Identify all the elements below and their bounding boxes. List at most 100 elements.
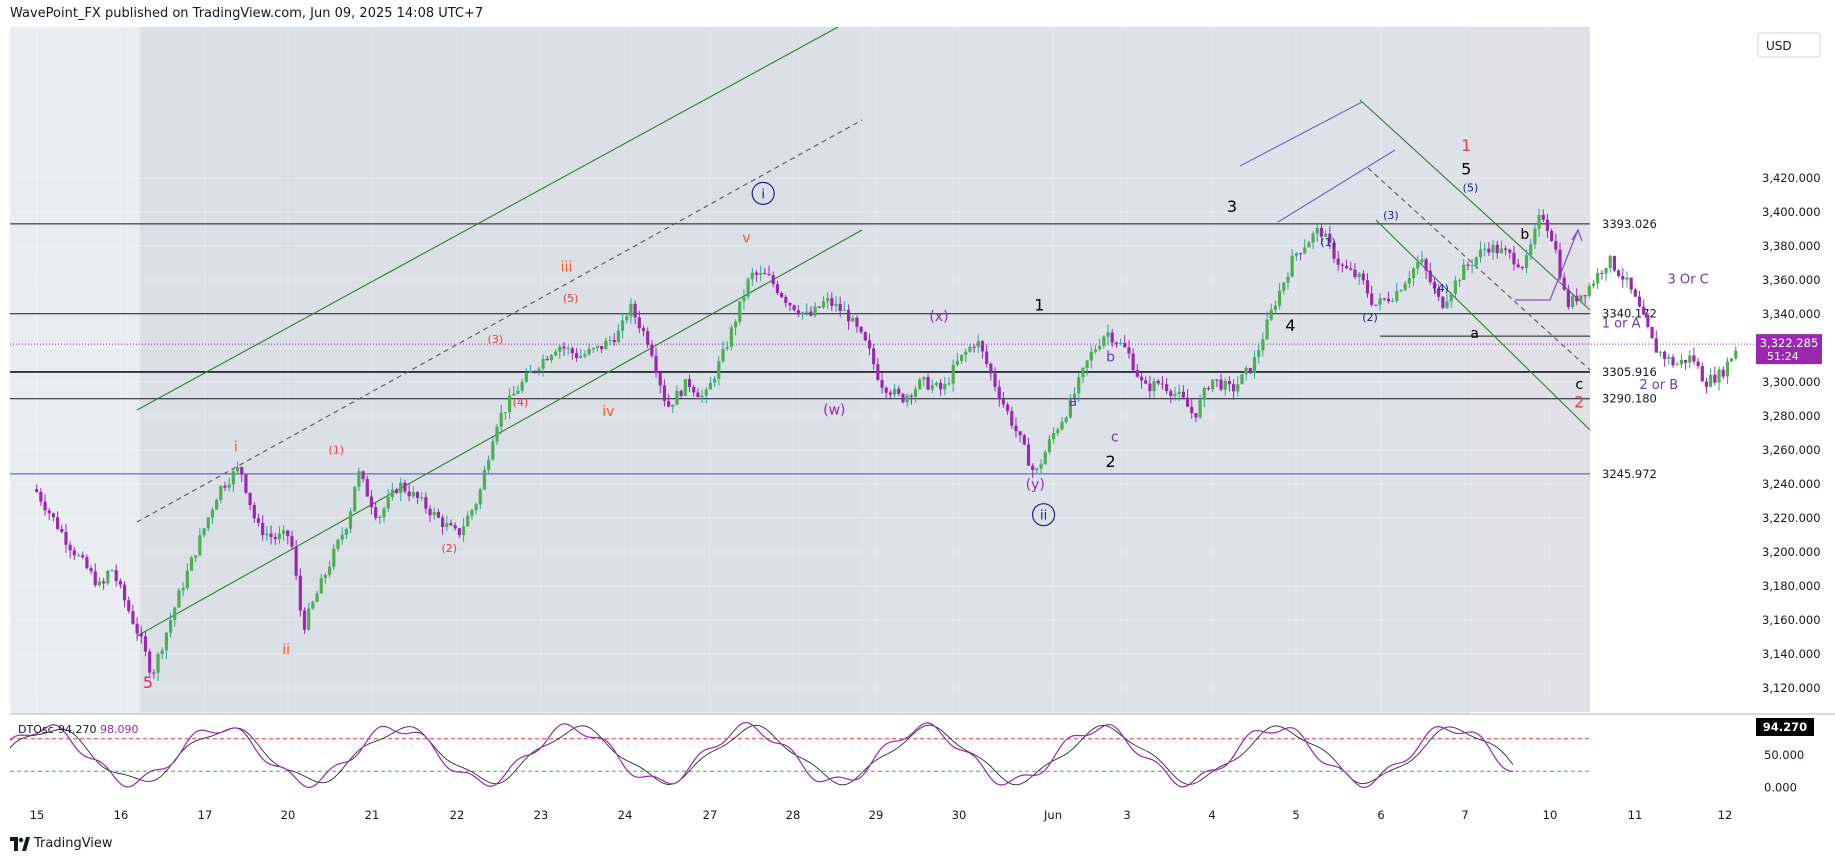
time-tick-label: 23: [534, 808, 549, 822]
candle-body: [809, 311, 813, 316]
candle-body: [1432, 282, 1437, 289]
currency-badge[interactable]: USD: [1757, 32, 1821, 58]
candle-body: [675, 390, 679, 405]
candle-body: [888, 392, 893, 395]
candle-body: [1294, 253, 1298, 256]
price-tick-label: 3,120.000: [1762, 681, 1821, 695]
candle-body: [1198, 399, 1202, 418]
candle-body: [1449, 293, 1453, 302]
candle-body: [1252, 357, 1257, 373]
candle-body: [1273, 305, 1278, 310]
time-tick-label: 6: [1377, 808, 1384, 822]
time-tick-label: 30: [952, 808, 967, 822]
candle-body: [985, 351, 989, 364]
wave-label: ii: [282, 642, 290, 658]
candle-body: [445, 523, 449, 528]
wave-label: 5: [143, 673, 153, 692]
candle-body: [1374, 304, 1378, 306]
candle-body: [884, 387, 888, 393]
candle-body: [177, 590, 181, 608]
candle-body: [1395, 291, 1399, 301]
wave-label: (3): [488, 333, 504, 346]
wave-label: 1 or A: [1602, 317, 1641, 332]
candle-body: [537, 368, 541, 372]
price-axis[interactable]: 3,120.000 3,140.000 3,160.000 3,180.000 3,20…: [1756, 171, 1822, 695]
candle-body: [219, 485, 223, 500]
oscillator-main-line: [9, 721, 1514, 789]
candle-body: [579, 356, 583, 358]
candle-body: [51, 513, 56, 518]
candle-body: [135, 623, 139, 634]
candle-body: [959, 354, 964, 361]
candle-body: [1370, 293, 1374, 305]
price-level-label: 3305.916: [1602, 365, 1657, 379]
candle-body: [1466, 264, 1470, 266]
candle-body: [821, 301, 826, 308]
candle-body: [583, 354, 587, 357]
candle-body: [926, 377, 930, 390]
candle-body: [679, 390, 683, 396]
candle-body: [1089, 351, 1093, 361]
candle-body: [1520, 267, 1524, 269]
wave-label: v: [742, 231, 750, 247]
candle-body: [512, 393, 516, 396]
candle-body: [1524, 255, 1529, 268]
price-tick-label: 3,240.000: [1762, 477, 1821, 491]
time-axis[interactable]: 15 16 17 20 21 22 23 24 27 28 29 30 Jun 3 4 5 6 7 10 11 12: [30, 808, 1733, 822]
candle-body: [106, 570, 110, 584]
current-price-badge[interactable]: [1756, 334, 1822, 365]
candle-body: [855, 317, 859, 327]
candle-body: [491, 441, 495, 460]
time-tick-label: 28: [786, 808, 801, 822]
candle-body: [1470, 264, 1474, 266]
candle-body: [348, 511, 353, 529]
candle-body: [1424, 259, 1428, 271]
candle-body: [1608, 256, 1612, 269]
candle-body: [206, 517, 210, 529]
candle-body: [1022, 435, 1026, 445]
candle-body: [294, 546, 298, 576]
candle-body: [934, 382, 939, 386]
candle-body: [261, 522, 265, 536]
candle-body: [616, 330, 620, 343]
candle-body: [721, 348, 725, 362]
candle-body: [39, 491, 43, 502]
wave-label: (2): [1362, 311, 1378, 324]
candle-body: [763, 272, 767, 275]
candle-body: [495, 426, 499, 442]
candle-body: [97, 581, 102, 586]
time-tick-label: Jun: [1043, 808, 1062, 822]
candle-body: [1118, 343, 1123, 345]
candle-body: [1152, 380, 1156, 392]
candle-body: [1416, 261, 1420, 269]
footer-brand[interactable]: TradingView: [10, 836, 113, 851]
candle-body: [244, 474, 248, 493]
wave-label: c: [1111, 430, 1119, 446]
candle-body: [800, 312, 805, 315]
candle-body: [922, 377, 926, 380]
candle-body: [1642, 306, 1646, 315]
time-tick-label: 17: [198, 808, 213, 822]
candle-body: [901, 393, 905, 403]
oscillator-value-2: 98.090: [100, 723, 139, 736]
candle-body: [1683, 360, 1688, 363]
candle-body: [394, 489, 399, 494]
candle-body: [1533, 228, 1537, 245]
oscillator-current-badge[interactable]: [1756, 718, 1814, 736]
candle-body: [1550, 230, 1554, 242]
candle-body: [566, 348, 570, 350]
candle-body: [796, 310, 800, 315]
candle-body: [369, 496, 374, 508]
candle-body: [528, 370, 533, 373]
candle-body: [1721, 369, 1725, 377]
candle-body: [503, 412, 507, 414]
candle-body: [1596, 272, 1600, 284]
candle-body: [558, 346, 562, 352]
candle-body: [1617, 270, 1621, 277]
candle-body: [210, 509, 215, 518]
candle-body: [420, 497, 424, 499]
candle-body: [646, 331, 650, 345]
wave-label: (4): [513, 396, 529, 409]
candle-body: [1541, 215, 1545, 220]
